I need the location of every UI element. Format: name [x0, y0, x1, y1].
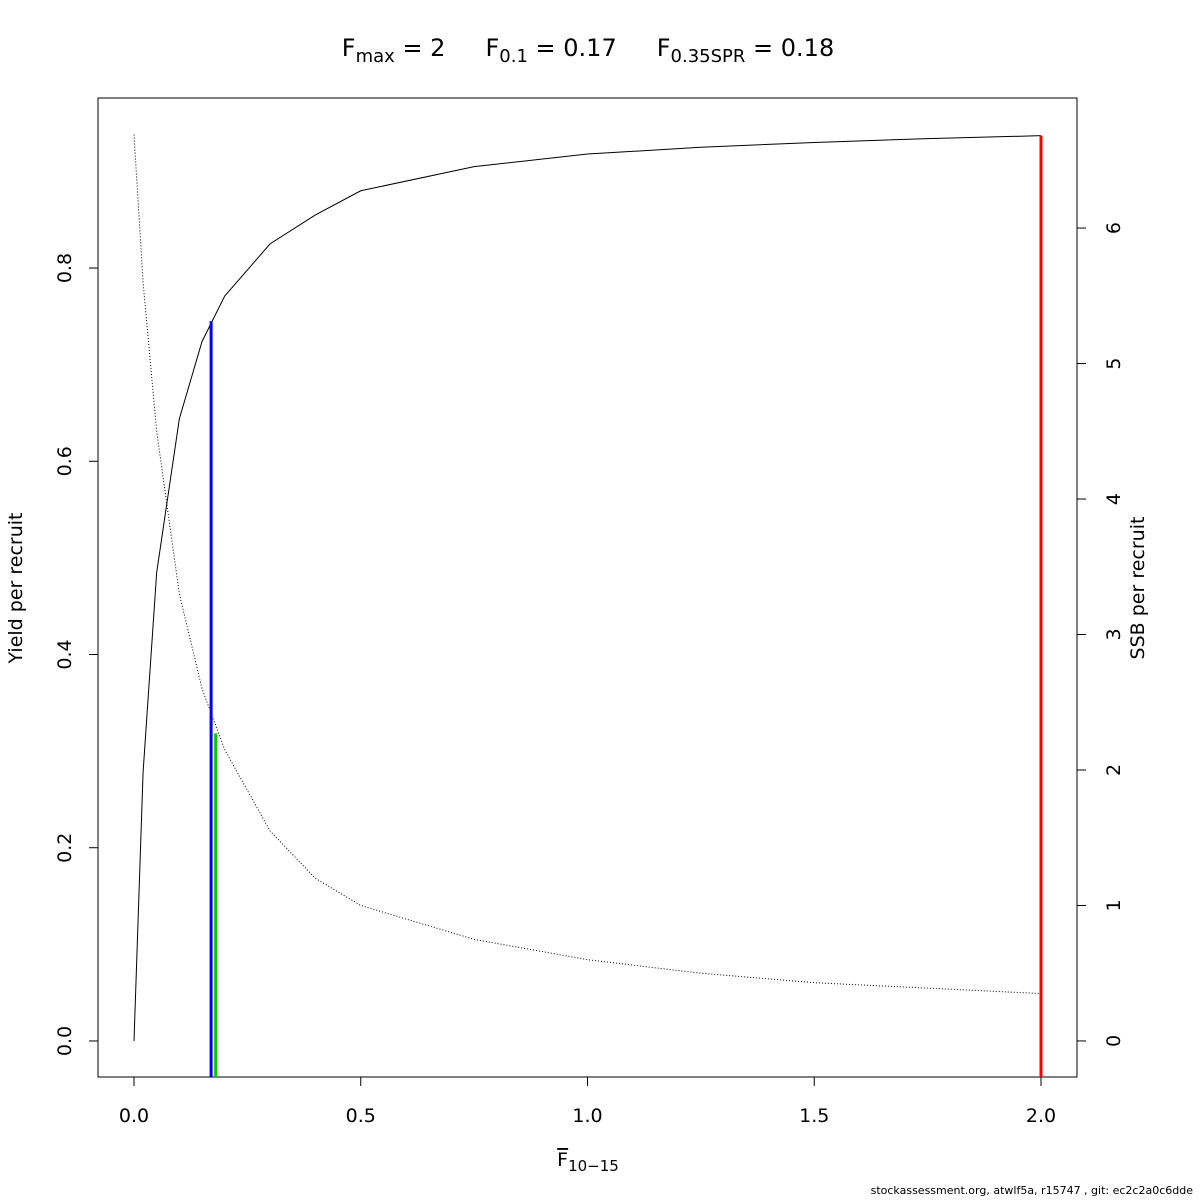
y2-tick-label: 5	[1103, 357, 1125, 369]
plot-frame	[97, 97, 1078, 1078]
x-tick-label: 2.0	[1026, 1105, 1056, 1127]
footer: stockassessment.org, atwlf5a, r15747 , g…	[871, 1184, 1194, 1197]
y2-tick-label: 4	[1103, 493, 1125, 505]
x-label-symbol: F	[557, 1149, 568, 1171]
x-tick-label: 1.5	[799, 1105, 829, 1127]
title-value: = 0.18	[745, 34, 834, 62]
y2-tick-label: 0	[1103, 1035, 1125, 1047]
title-subscript: max	[356, 46, 396, 67]
x-label-subscript: 10−15	[568, 1157, 619, 1175]
y-tick-label: 0.4	[54, 639, 76, 669]
y2-tick-label: 2	[1103, 764, 1125, 776]
title-value: = 0.17	[528, 34, 617, 62]
series-line	[133, 134, 1042, 995]
x-tick-label: 0.5	[346, 1105, 376, 1127]
y2-tick-label: 3	[1103, 628, 1125, 640]
y2-axis-label: SSB per recruit	[1127, 517, 1149, 660]
title-symbol: F	[342, 34, 356, 62]
y-tick-label: 0.0	[54, 1026, 76, 1056]
title-subscript: 0.35SPR	[671, 46, 746, 67]
y2-tick-label: 6	[1103, 222, 1125, 234]
x-tick-label: 1.0	[572, 1105, 602, 1127]
y-tick-label: 0.2	[54, 833, 76, 863]
chart-title: Fmax = 2 F0.1 = 0.17 F0.35SPR = 0.18	[342, 34, 834, 67]
title-value: = 2	[395, 34, 446, 62]
y-tick-label: 0.8	[54, 253, 76, 283]
series-line	[133, 135, 1042, 1041]
title-subscript: 0.1	[499, 46, 528, 67]
x-axis-label: F10−15	[557, 1149, 619, 1175]
x-tick-label: 0.0	[119, 1105, 149, 1127]
title-symbol: F	[657, 34, 671, 62]
title-symbol: F	[485, 34, 499, 62]
y-tick-label: 0.6	[54, 446, 76, 476]
y-axis-label: Yield per recruit	[5, 513, 27, 665]
y2-tick-label: 1	[1103, 899, 1125, 911]
